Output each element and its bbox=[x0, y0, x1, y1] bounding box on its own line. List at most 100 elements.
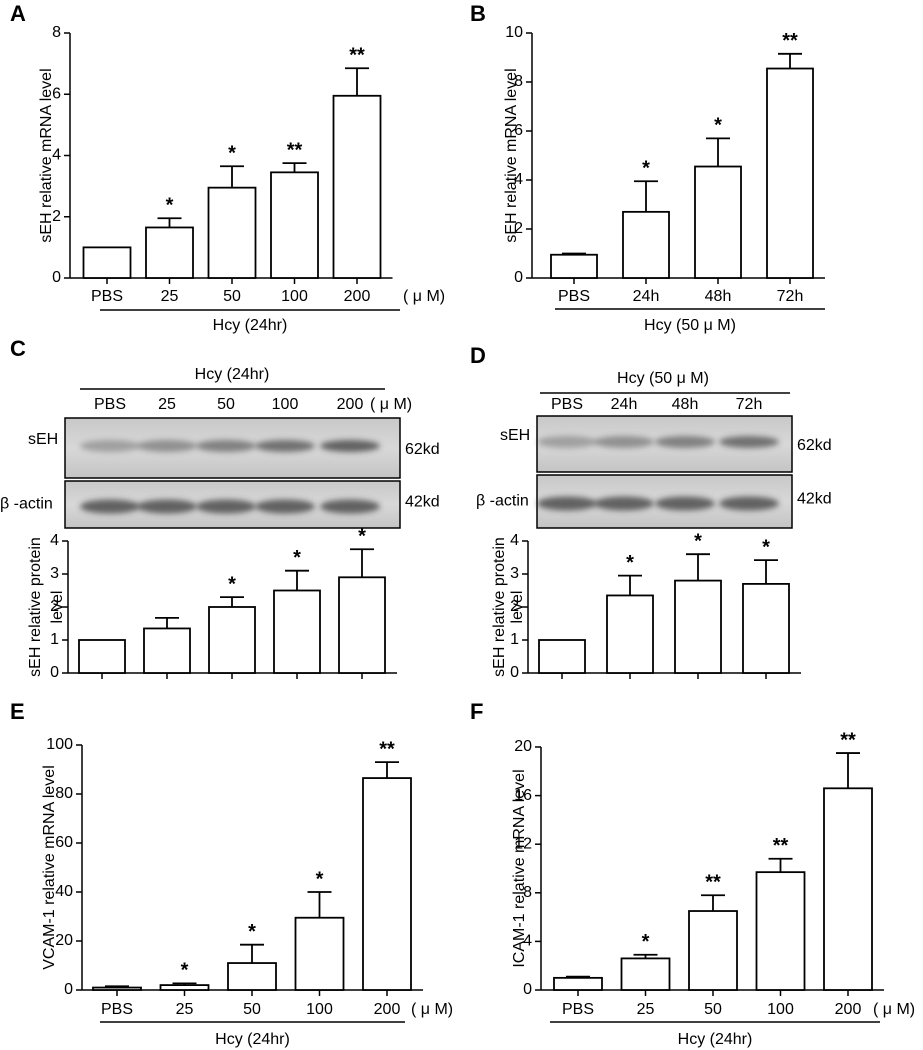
x-tick-label: 100 bbox=[306, 1001, 333, 1018]
x-tick-label: 200 bbox=[344, 288, 371, 305]
significance: ** bbox=[782, 30, 798, 52]
bar bbox=[674, 579, 722, 674]
y-tick-label: 8 bbox=[514, 73, 523, 90]
blot-band bbox=[196, 499, 256, 514]
significance: ** bbox=[379, 738, 395, 760]
y-tick-label: 0 bbox=[523, 981, 532, 998]
bar bbox=[82, 246, 132, 279]
y-tick-label: 1 bbox=[50, 631, 59, 648]
bar bbox=[273, 589, 321, 674]
y-tick-label: 0 bbox=[50, 664, 59, 681]
lane-label: 25 bbox=[158, 396, 176, 413]
blot-band bbox=[537, 436, 597, 448]
x-tick-label: 50 bbox=[704, 1001, 722, 1018]
lane-label: 200 bbox=[337, 396, 364, 413]
blot-band bbox=[655, 436, 715, 448]
y-tick-label: 4 bbox=[50, 532, 59, 549]
x-tick-label: 100 bbox=[281, 288, 308, 305]
blot-size: 62kd bbox=[405, 441, 440, 458]
bar bbox=[207, 186, 257, 279]
x-tick-label: 25 bbox=[176, 1001, 194, 1018]
significance: * bbox=[714, 115, 722, 137]
bar bbox=[294, 916, 345, 991]
y-tick-label: 2 bbox=[514, 220, 523, 237]
bar bbox=[622, 210, 670, 279]
blot-header: Hcy (24hr) bbox=[195, 366, 270, 383]
bar bbox=[553, 976, 603, 991]
blot-band bbox=[594, 436, 654, 448]
group-label: Hcy (24hr) bbox=[678, 1031, 753, 1048]
y-axis-label: level bbox=[509, 591, 526, 624]
y-tick-label: 8 bbox=[52, 24, 61, 41]
blot-band bbox=[594, 496, 654, 511]
blot-row-label: sEH bbox=[28, 431, 58, 448]
blot-size: 42kd bbox=[405, 494, 440, 511]
significance: * bbox=[181, 960, 189, 982]
significance: ** bbox=[773, 835, 789, 857]
blot-band bbox=[320, 499, 380, 514]
blot-band bbox=[255, 440, 315, 452]
unit-label: ( μ M) bbox=[873, 1001, 915, 1018]
blot-band bbox=[137, 499, 197, 514]
blot-band bbox=[255, 499, 315, 514]
blot-row-label: sEH bbox=[500, 427, 530, 444]
lane-label: 48h bbox=[672, 396, 699, 413]
bar bbox=[332, 94, 382, 279]
y-tick-label: 100 bbox=[46, 736, 73, 753]
significance: * bbox=[358, 526, 366, 548]
group-label: Hcy (24hr) bbox=[215, 1031, 290, 1048]
y-tick-label: 40 bbox=[55, 883, 73, 900]
significance: * bbox=[642, 931, 650, 953]
bar bbox=[742, 583, 790, 674]
bar bbox=[145, 226, 194, 279]
x-tick-label: PBS bbox=[562, 1001, 594, 1018]
bar bbox=[550, 253, 598, 279]
y-tick-label: 4 bbox=[510, 532, 519, 549]
group-label: Hcy (50 μ M) bbox=[644, 317, 736, 334]
blot-band bbox=[80, 440, 140, 452]
blot-band bbox=[137, 440, 197, 452]
x-tick-label: 50 bbox=[243, 1001, 261, 1018]
bar bbox=[688, 910, 738, 991]
panel-label: D bbox=[470, 343, 486, 368]
y-axis-label: sEH relative protein bbox=[27, 537, 44, 677]
blot-band bbox=[320, 440, 380, 452]
y-tick-label: 0 bbox=[52, 269, 61, 286]
group-label: Hcy (24hr) bbox=[213, 317, 288, 334]
bar bbox=[208, 606, 256, 674]
bar bbox=[362, 777, 412, 991]
x-tick-label: 48h bbox=[705, 288, 732, 305]
bar bbox=[694, 165, 742, 279]
blot-size: 42kd bbox=[797, 491, 832, 508]
y-tick-label: 2 bbox=[510, 598, 519, 615]
y-tick-label: 10 bbox=[505, 24, 523, 41]
significance: * bbox=[166, 195, 174, 217]
y-tick-label: 4 bbox=[523, 933, 532, 950]
panel-label: A bbox=[10, 1, 26, 26]
blot-header: Hcy (50 μ M) bbox=[617, 370, 709, 387]
y-tick-label: 0 bbox=[64, 981, 73, 998]
panel-label: C bbox=[10, 336, 26, 361]
y-axis-label: VCAM-1 relative mRNA level bbox=[41, 765, 58, 970]
y-tick-label: 2 bbox=[52, 208, 61, 225]
bar bbox=[78, 639, 126, 674]
significance: * bbox=[762, 536, 770, 558]
lane-label: 100 bbox=[272, 396, 299, 413]
y-axis-label: sEH relative mRNA level bbox=[38, 68, 55, 242]
bar bbox=[823, 787, 873, 991]
y-tick-label: 16 bbox=[514, 787, 532, 804]
blot-band bbox=[655, 496, 715, 511]
significance: ** bbox=[705, 872, 721, 894]
y-tick-label: 60 bbox=[55, 834, 73, 851]
significance: * bbox=[228, 573, 236, 595]
significance: * bbox=[248, 921, 256, 943]
bar bbox=[606, 594, 654, 674]
blot-row-label: β -actin bbox=[0, 496, 53, 513]
significance: * bbox=[316, 868, 324, 890]
y-tick-label: 80 bbox=[55, 785, 73, 802]
y-tick-label: 2 bbox=[50, 598, 59, 615]
y-tick-label: 20 bbox=[514, 738, 532, 755]
y-tick-label: 6 bbox=[514, 122, 523, 139]
x-tick-label: 50 bbox=[223, 288, 241, 305]
